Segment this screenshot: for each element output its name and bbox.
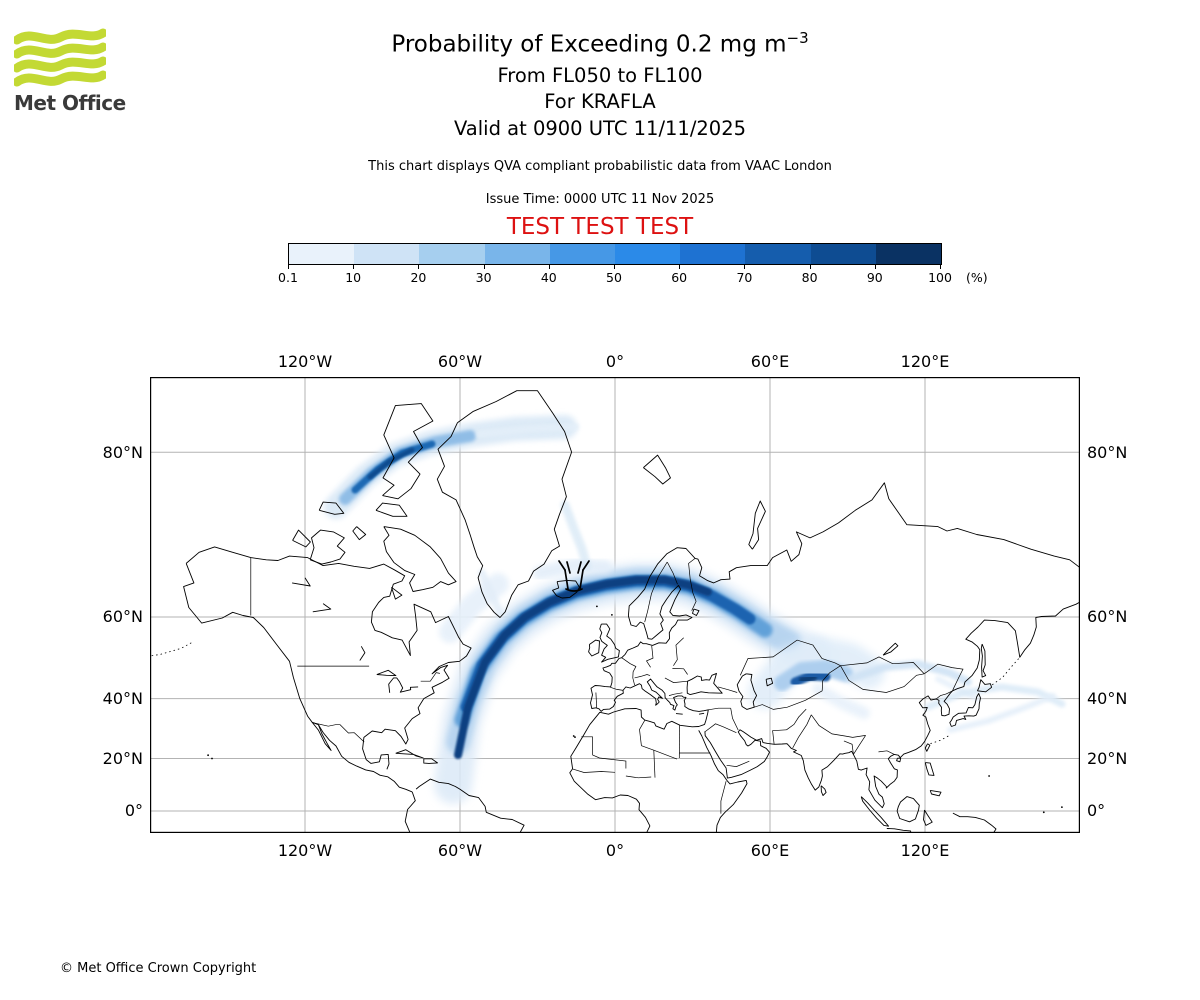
- subtitle-flight-levels: From FL050 to FL100: [497, 64, 703, 87]
- map-svg: [150, 377, 1080, 833]
- brand-name: Met Office: [14, 91, 126, 115]
- colorbar-tick-label: 100: [928, 270, 952, 285]
- brand-waves-icon: [12, 28, 108, 87]
- axis-label-bottom-0: 120°W: [277, 841, 333, 860]
- axis-label-left-1: 60°N: [102, 607, 143, 626]
- colorbar-tick: [288, 265, 289, 269]
- colorbar-segment-80-90: [810, 244, 876, 264]
- colorbar-tick-label: 40: [540, 270, 557, 285]
- colorbar-tick: [744, 265, 746, 269]
- map-frame: [150, 377, 1080, 833]
- colorbar-unit-label: (%): [966, 270, 988, 285]
- volcano-marker: [558, 560, 590, 592]
- axis-label-top-0: 120°W: [277, 352, 333, 371]
- axis-label-left-2: 40°N: [102, 688, 143, 708]
- country-borders: [250, 557, 964, 814]
- colorbar-tick-label: 20: [410, 270, 427, 285]
- axis-label-left-3: 20°N: [102, 748, 143, 768]
- colorbar-tick-label: 10: [345, 270, 362, 285]
- axis-label-right-0: 80°N: [1087, 442, 1128, 462]
- colorbar-tick: [483, 265, 485, 269]
- colorbar-tick-label: 50: [606, 270, 622, 285]
- axis-label-left-0: 80°N: [102, 442, 143, 462]
- colorbar-segment-90-100: [875, 244, 942, 264]
- axis-label-right-3: 20°N: [1087, 748, 1128, 768]
- colorbar-tick-label: 70: [736, 270, 753, 285]
- island-chains: [150, 642, 1021, 745]
- axis-label-top-2: 0°: [605, 352, 625, 371]
- colorbar-tick: [548, 265, 550, 269]
- issue-time: Issue Time: 0000 UTC 11 Nov 2025: [485, 192, 715, 207]
- colorbar-segment-40-50: [549, 244, 616, 264]
- axis-label-bottom-3: 60°E: [750, 841, 790, 860]
- copyright-text: © Met Office Crown Copyright: [60, 961, 257, 976]
- colorbar-tick-label: 90: [866, 270, 883, 285]
- colorbar-segment-50-60: [615, 244, 681, 264]
- colorbar-tick: [353, 265, 355, 269]
- colorbar-tick-label: 80: [801, 270, 818, 285]
- subtitle-volcano: For KRAFLA: [544, 90, 656, 113]
- colorbar-segment-20-30: [419, 244, 485, 264]
- colorbar-tick: [940, 265, 941, 269]
- axis-label-bottom-1: 60°W: [437, 841, 483, 860]
- axis-label-right-2: 40°N: [1087, 688, 1128, 708]
- met-office-logo: Met Office: [12, 28, 134, 118]
- colorbar-tick: [874, 265, 876, 269]
- axis-label-top-1: 60°W: [437, 352, 483, 371]
- colorbar-segment-0.1-10: [289, 244, 355, 264]
- colorbar-segment-60-70: [680, 244, 746, 264]
- axis-label-top-3: 60°E: [750, 352, 790, 371]
- axis-label-bottom-2: 0°: [605, 841, 625, 860]
- title-text: Probability of Exceeding 0.2 mg m: [391, 31, 787, 58]
- probability-colorbar: [288, 243, 942, 265]
- axis-label-right-4: 0°: [1087, 801, 1106, 820]
- colorbar-tick-label: 0.1: [278, 270, 298, 285]
- qva-note: This chart displays QVA compliant probab…: [368, 159, 832, 174]
- small-islands: [207, 605, 1063, 814]
- colorbar-tick: [614, 265, 615, 269]
- colorbar-segment-70-80: [745, 244, 811, 264]
- coastlines: [183, 390, 1080, 833]
- page-title: Probability of Exceeding 0.2 mg m−3: [0, 29, 1200, 58]
- colorbar-tick: [809, 265, 811, 269]
- world-map: [150, 377, 1080, 833]
- title-exponent: −3: [786, 29, 809, 47]
- axis-label-left-4: 0°: [124, 801, 143, 820]
- axis-label-top-4: 120°E: [900, 352, 950, 371]
- colorbar-tick-label: 30: [475, 270, 492, 285]
- axis-label-right-1: 60°N: [1087, 607, 1128, 626]
- colorbar-segment-10-20: [354, 244, 420, 264]
- colorbar-tick: [679, 265, 681, 269]
- test-banner: TEST TEST TEST: [506, 214, 694, 240]
- colorbar-tick: [418, 265, 420, 269]
- colorbar-tick-label: 60: [671, 270, 688, 285]
- axis-label-bottom-4: 120°E: [900, 841, 950, 860]
- colorbar-segment-30-40: [484, 244, 550, 264]
- subtitle-valid-time: Valid at 0900 UTC 11/11/2025: [453, 117, 747, 140]
